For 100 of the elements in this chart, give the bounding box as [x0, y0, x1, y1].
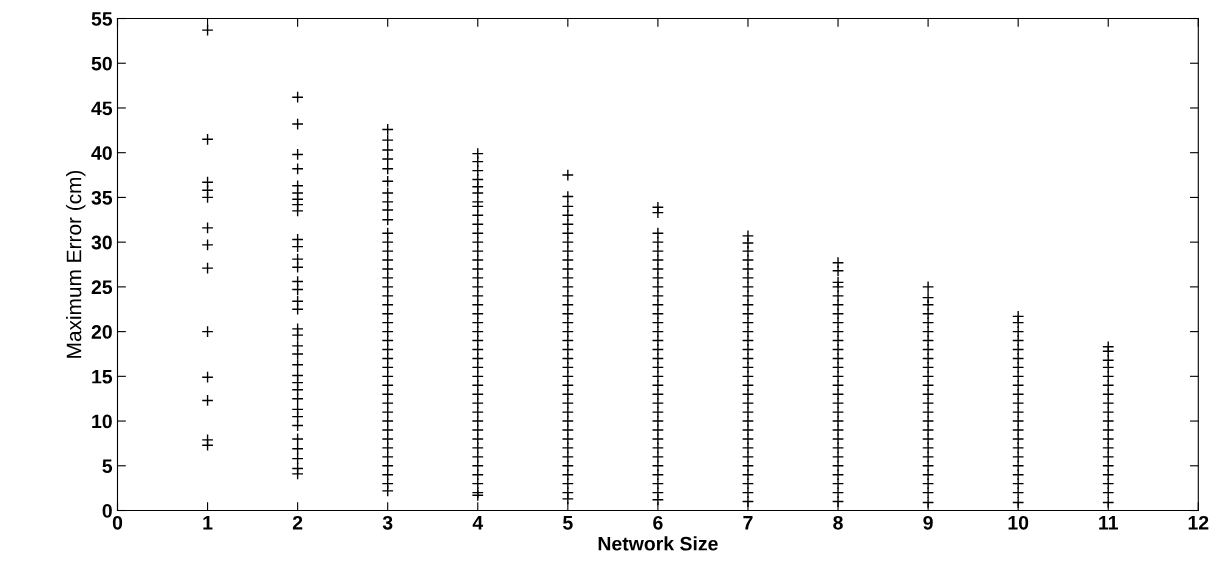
point — [1012, 450, 1025, 463]
point — [381, 227, 394, 240]
point — [1102, 432, 1115, 446]
y-tick-label: 35 — [91, 190, 113, 205]
point — [381, 484, 394, 497]
x-tick-label: 8 — [833, 515, 843, 530]
point — [381, 280, 394, 293]
point — [291, 148, 304, 161]
point — [1012, 352, 1025, 365]
point — [381, 298, 394, 311]
point — [381, 195, 394, 208]
point — [561, 450, 574, 463]
point — [291, 283, 304, 296]
y-tick-label: 55 — [91, 12, 113, 26]
point — [831, 388, 845, 401]
point — [651, 432, 664, 446]
point — [471, 432, 484, 446]
point — [1012, 441, 1025, 454]
point — [651, 334, 664, 347]
y-tick-label: 20 — [91, 325, 112, 339]
point — [561, 414, 574, 428]
point — [1012, 343, 1025, 356]
point — [381, 450, 394, 463]
point — [561, 190, 574, 203]
y-tick-label: 0 — [102, 503, 112, 518]
point — [1102, 423, 1115, 437]
point — [651, 361, 664, 374]
point — [471, 155, 484, 168]
point — [561, 432, 574, 446]
point — [922, 388, 935, 401]
point — [831, 334, 845, 347]
point — [291, 117, 304, 131]
point — [741, 343, 755, 356]
point — [831, 397, 845, 410]
point — [201, 133, 214, 146]
point — [471, 289, 484, 302]
x-tick-label: 5 — [563, 516, 573, 530]
point — [922, 406, 935, 419]
point — [831, 486, 845, 499]
point — [471, 459, 484, 472]
point — [471, 236, 484, 249]
y-tick-label: 15 — [92, 370, 113, 384]
point — [471, 164, 484, 177]
point — [922, 441, 935, 454]
point — [381, 262, 394, 276]
y-tick-label: 30 — [91, 235, 112, 250]
point — [1012, 468, 1025, 481]
point — [561, 200, 574, 213]
point — [651, 370, 664, 383]
point — [741, 486, 755, 499]
point — [561, 168, 574, 182]
point — [381, 245, 394, 258]
point — [291, 410, 304, 423]
point — [561, 441, 574, 454]
point — [651, 343, 664, 356]
x-tick-label: 7 — [743, 516, 753, 530]
point — [1102, 468, 1115, 481]
point — [831, 307, 845, 320]
point — [291, 442, 304, 455]
point — [741, 334, 755, 347]
point — [922, 334, 935, 347]
point — [381, 441, 394, 454]
point — [1102, 486, 1115, 499]
point — [922, 352, 935, 365]
point — [291, 329, 304, 342]
point — [291, 432, 304, 446]
point — [471, 441, 484, 454]
point — [381, 334, 394, 347]
point — [561, 316, 574, 329]
point — [1012, 316, 1025, 329]
point — [381, 379, 394, 392]
x-tick-label: 9 — [923, 515, 933, 530]
point — [831, 432, 845, 446]
point — [831, 325, 845, 338]
point — [471, 450, 484, 463]
point — [471, 200, 484, 213]
point — [831, 423, 845, 437]
point — [561, 379, 574, 392]
point — [561, 343, 574, 356]
point — [561, 459, 574, 472]
point — [922, 477, 935, 490]
point — [741, 298, 755, 311]
point — [381, 459, 394, 472]
point — [651, 280, 664, 293]
point — [201, 394, 214, 407]
point — [741, 459, 755, 472]
point — [471, 406, 484, 419]
point — [922, 496, 935, 509]
point — [471, 379, 484, 392]
point — [561, 245, 574, 258]
point — [1102, 406, 1115, 419]
point — [201, 371, 214, 384]
x-tick-label: 1 — [203, 516, 213, 530]
point — [1012, 414, 1025, 428]
point — [922, 423, 935, 437]
point — [381, 423, 394, 437]
point — [741, 262, 755, 276]
point — [922, 414, 935, 428]
point — [831, 414, 845, 428]
point — [1012, 361, 1025, 374]
